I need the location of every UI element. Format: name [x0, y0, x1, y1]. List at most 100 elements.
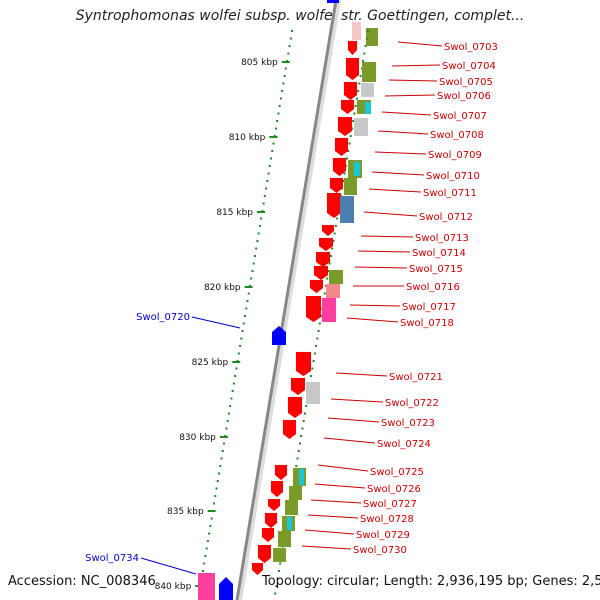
leader-line — [317, 464, 369, 472]
ring-dot-left — [244, 315, 247, 317]
ring-dot-right — [363, 52, 366, 55]
ring-dot-right — [301, 427, 304, 430]
ring-dot-left — [235, 367, 238, 370]
leader-line — [397, 41, 443, 47]
gene-label: Swol_0725 — [370, 467, 424, 478]
kbp-label: 830 kbp — [179, 433, 216, 443]
ring-dot-left — [227, 412, 230, 415]
ring-dot-left — [219, 465, 222, 467]
annotation-box — [365, 102, 371, 114]
ring-dot-left — [288, 45, 291, 47]
gene-arrow — [345, 57, 360, 81]
ring-dot-left — [251, 270, 254, 272]
leader-line — [330, 398, 384, 403]
ring-dot-left — [246, 300, 249, 302]
leader-line — [307, 514, 359, 519]
kbp-label: 805 kbp — [241, 58, 278, 68]
leader-line — [301, 545, 352, 550]
gene-label: Swol_0710 — [426, 171, 480, 182]
gene-arrow — [282, 419, 297, 440]
gene-arrow — [318, 237, 334, 252]
ring-dot-left — [214, 495, 217, 497]
ring-dot-left — [237, 352, 240, 355]
ring-dot-right — [358, 82, 361, 85]
annotation-box — [362, 62, 376, 82]
ring-dot-right — [360, 67, 363, 70]
ring-dot-right — [348, 142, 351, 145]
ring-dot-left — [281, 90, 284, 92]
map-title: Syntrophomonas wolfei subsp. wolfei str.… — [75, 8, 525, 24]
ring-dot-left — [291, 30, 294, 32]
ring-dot-right — [352, 120, 355, 122]
ring-dot-right — [275, 585, 278, 587]
ring-dot-right — [305, 405, 308, 407]
ring-dot-right — [295, 465, 298, 467]
ring-dot-left — [230, 397, 233, 400]
ring-dot-left — [241, 330, 244, 332]
leader-line — [388, 79, 438, 82]
ring-dot-right — [355, 97, 358, 100]
ring-dot-left — [240, 337, 243, 340]
gene-label: Swol_0703 — [444, 42, 498, 53]
ring-dot-right — [316, 337, 319, 340]
gene-arrow — [347, 40, 358, 56]
gene-label: Swol_0715 — [409, 264, 463, 275]
gene-label: Swol_0727 — [363, 499, 417, 510]
gene-arrow — [264, 512, 278, 529]
ring-dot-left — [253, 255, 256, 257]
gene-arrow — [334, 137, 349, 157]
annotation-box — [322, 298, 336, 322]
gene-label: Swol_0711 — [423, 188, 477, 199]
gene-arrow — [290, 377, 306, 396]
ring-dot-left — [234, 375, 237, 377]
kbp-label: 820 kbp — [204, 283, 241, 293]
ring-dot-left — [276, 120, 279, 122]
leader-line — [335, 372, 388, 377]
ring-dot-left — [232, 382, 235, 385]
gene-label: Swol_0729 — [356, 530, 410, 541]
gene-arrow — [261, 527, 275, 543]
gene-arrow — [315, 251, 331, 268]
ring-dot-left — [247, 292, 250, 295]
ring-dot-right — [336, 217, 339, 220]
leader-line — [304, 529, 355, 535]
gene-arrow — [257, 544, 272, 564]
kbp-label: 825 kbp — [192, 358, 229, 368]
ring-dot-right — [333, 232, 336, 235]
ring-dot-left — [266, 180, 269, 182]
leader-line-left — [191, 316, 241, 329]
ring-dot-right — [317, 330, 320, 332]
gene-arrow — [274, 464, 288, 481]
leader-line — [384, 94, 436, 97]
ring-dot-right — [274, 592, 277, 595]
gene-label: Swol_0724 — [377, 439, 431, 450]
ring-dot-right — [327, 270, 330, 272]
ring-dot-left — [260, 217, 263, 220]
ring-dot-right — [326, 277, 329, 280]
ring-dot-left — [216, 480, 219, 482]
gene-arrow — [270, 480, 284, 498]
leader-line — [368, 188, 422, 193]
ring-dot-left — [270, 157, 273, 160]
leader-line — [377, 130, 429, 135]
backbone-shadow — [236, 0, 341, 600]
gene-label: Swol_0726 — [367, 484, 421, 495]
ring-dot-left — [278, 105, 281, 107]
leader-line — [346, 317, 399, 323]
ring-dot-right — [359, 75, 362, 77]
ring-dot-left — [208, 532, 211, 535]
leader-line — [314, 483, 366, 489]
gene-label: Swol_0722 — [385, 398, 439, 409]
ring-dot-left — [279, 97, 282, 100]
ring-dot-left — [229, 405, 232, 407]
ring-dot-right — [353, 112, 356, 115]
gene-arrow-blue-2 — [219, 577, 233, 600]
ring-dot-right — [354, 105, 357, 107]
leader-line — [310, 499, 362, 504]
leader-line — [327, 417, 380, 423]
gene-label: Swol_0728 — [360, 514, 414, 525]
ring-dot-right — [347, 150, 350, 152]
backbone-line — [235, 0, 338, 600]
ring-dot-right — [302, 420, 305, 422]
ring-dot-left — [206, 540, 209, 542]
